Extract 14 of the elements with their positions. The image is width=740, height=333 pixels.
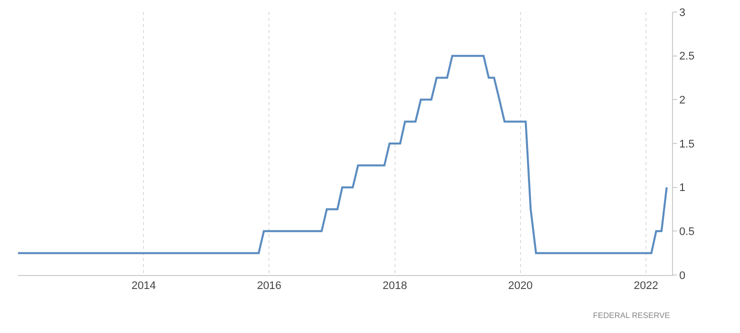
y-tick-label: 0 — [679, 270, 686, 282]
x-tick-label: 2016 — [256, 280, 282, 292]
y-tick-label: 0.5 — [679, 226, 694, 238]
x-tick-label: 2020 — [508, 280, 533, 292]
y-tick-label: 1.5 — [679, 138, 694, 150]
y-tick-label: 1 — [679, 182, 686, 194]
text: FEDERAL RESERVE — [593, 311, 670, 320]
x-tick-label: 2014 — [131, 280, 156, 292]
y-tick-label: 3 — [679, 6, 686, 19]
x-tick-label: 2022 — [634, 280, 658, 292]
y-tick-label: 2 — [679, 94, 686, 107]
y-tick-label: 2.5 — [679, 50, 694, 63]
line-series — [18, 54, 668, 254]
x-tick-label: 2018 — [382, 280, 408, 292]
